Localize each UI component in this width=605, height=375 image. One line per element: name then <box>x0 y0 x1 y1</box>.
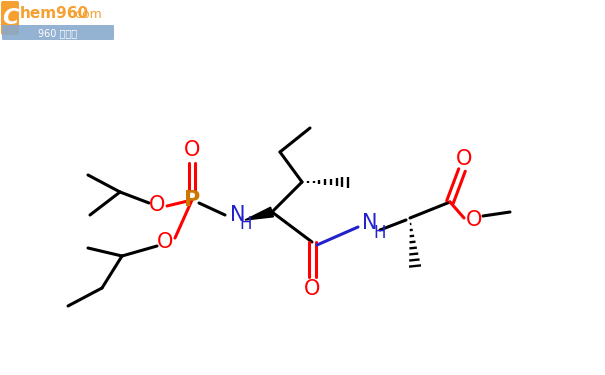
Text: C: C <box>2 8 18 28</box>
FancyBboxPatch shape <box>2 25 114 40</box>
Polygon shape <box>245 207 273 220</box>
Text: O: O <box>157 232 173 252</box>
Text: 960 化工网: 960 化工网 <box>39 28 77 38</box>
Text: P: P <box>184 190 200 210</box>
Text: N: N <box>231 205 246 225</box>
Text: hem960: hem960 <box>20 6 89 21</box>
Text: H: H <box>240 215 252 233</box>
Text: O: O <box>466 210 482 230</box>
Text: O: O <box>456 149 472 169</box>
Text: O: O <box>184 140 200 160</box>
Text: O: O <box>304 279 320 299</box>
FancyBboxPatch shape <box>1 1 19 35</box>
Text: H: H <box>374 224 386 242</box>
Text: .com: .com <box>72 8 103 21</box>
Text: O: O <box>149 195 165 215</box>
Text: N: N <box>362 213 378 233</box>
